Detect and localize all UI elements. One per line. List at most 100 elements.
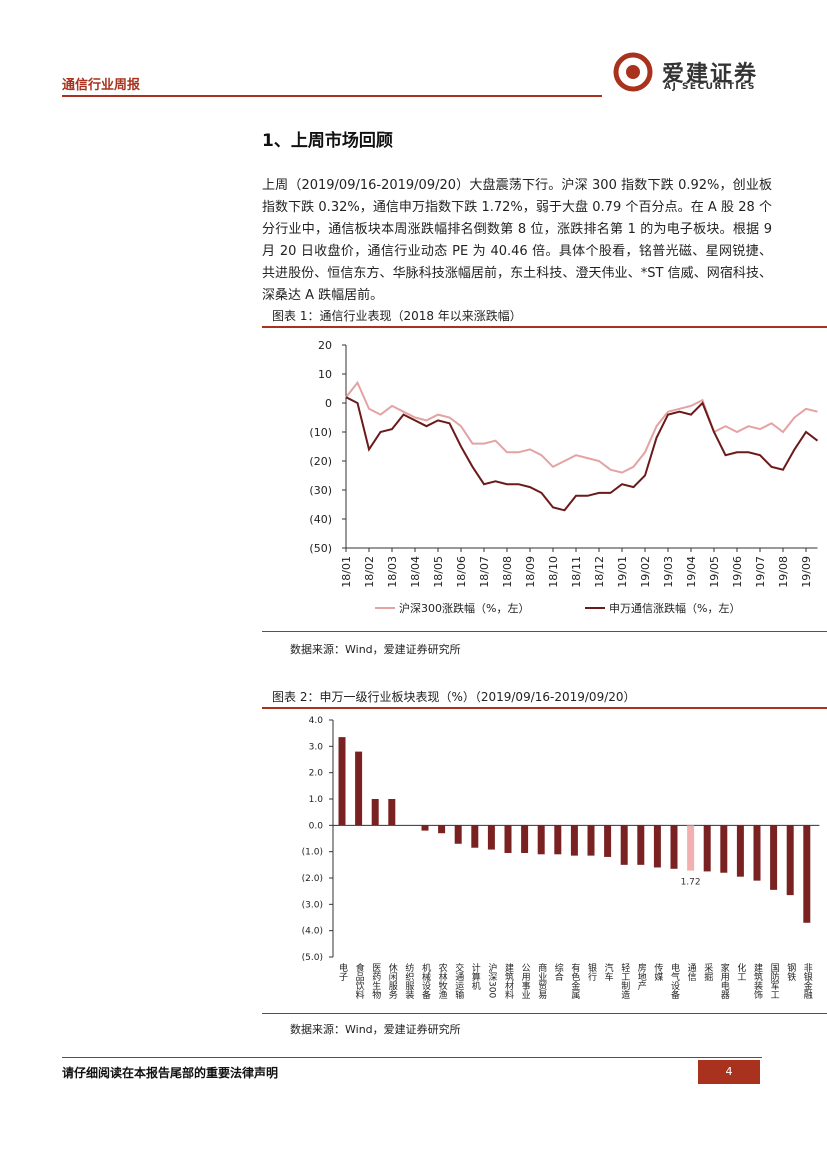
- y-tick-label: (20): [309, 455, 332, 468]
- x-tick-label: 传媒: [652, 962, 663, 982]
- x-tick-label: 19/05: [708, 556, 721, 588]
- y-tick-label: (50): [309, 542, 332, 555]
- footer-rule: [62, 1057, 762, 1058]
- x-tick-label: 19/02: [639, 556, 652, 588]
- chart-title: 图表 2：申万一级行业板块表现（%）（2019/09/16-2019/09/20…: [272, 690, 636, 704]
- x-tick-label: 18/12: [593, 556, 606, 588]
- bar: [770, 825, 778, 890]
- y-tick-label: (10): [309, 426, 332, 439]
- x-tick-label: 化工: [735, 962, 746, 981]
- x-tick-label: 有色金属: [569, 962, 580, 1000]
- chart-rule: [262, 1013, 827, 1014]
- y-tick-label: (2.0): [302, 874, 323, 884]
- y-tick-label: 1.0: [309, 795, 324, 805]
- x-tick-label: 18/03: [386, 556, 399, 588]
- chart: 4.0 3.0 2.0 1.0 0.0 (1.0) (2.0) (3.0) (4.0) (5.0)…: [302, 716, 820, 1000]
- x-tick-label: 电气设备: [669, 962, 680, 999]
- bar: [670, 825, 678, 869]
- bar: [355, 751, 363, 826]
- y-tick-label: 20: [318, 339, 332, 352]
- header-rule: [62, 95, 602, 97]
- y-tick-label: 10: [318, 368, 332, 381]
- bar: [537, 825, 545, 855]
- bar: [703, 825, 711, 872]
- x-tick-label: 国防军工: [769, 963, 780, 999]
- y-tick-label: 3.0: [309, 742, 324, 752]
- x-tick-label: 家用电器: [719, 962, 730, 999]
- caption-rule: [262, 707, 827, 709]
- x-tick-label: 18/01: [340, 556, 353, 588]
- x-tick-label: 18/09: [524, 556, 537, 588]
- bar: [803, 825, 811, 923]
- x-tick-label: 食品饮料: [354, 962, 365, 1000]
- bar: [438, 825, 446, 834]
- header-title: 通信行业周报: [62, 78, 141, 93]
- bar: [653, 825, 661, 868]
- x-tick-label: 商业贸易: [536, 962, 547, 1000]
- x-tick-label: 19/06: [731, 556, 744, 588]
- legend-label: 沪深300涨跌幅（%，左）: [399, 601, 529, 615]
- x-tick-label: 18/10: [547, 556, 560, 588]
- x-tick-label: 机械设备: [420, 962, 431, 999]
- x-tick-label: 18/06: [455, 556, 468, 588]
- bar: [687, 825, 695, 871]
- x-tick-label: 计算机: [470, 962, 481, 991]
- x-tick-label: 建筑材料: [503, 962, 514, 1000]
- line-series: [345, 380, 818, 474]
- y-tick-label: (30): [309, 484, 332, 497]
- bar: [471, 825, 479, 848]
- section-title: 1、上周市场回顾: [262, 131, 393, 151]
- x-tick-label: 18/04: [409, 556, 422, 588]
- chart-rule: [262, 631, 827, 632]
- chart-source: 数据来源：Wind，爱建证券研究所: [290, 1023, 461, 1036]
- bar: [371, 799, 379, 826]
- x-tick-label: 18/11: [570, 556, 583, 588]
- x-tick-label: 交通运输: [453, 962, 464, 1000]
- x-tick-label: 轻工制造: [619, 962, 630, 1000]
- x-tick-label: 综合: [553, 962, 564, 982]
- bar: [637, 825, 645, 865]
- chart-title: 图表 1：通信行业表现（2018 年以来涨跌幅）: [272, 309, 522, 323]
- x-tick-label: 建筑装饰: [752, 962, 763, 1000]
- bar: [421, 825, 429, 831]
- bar: [720, 825, 728, 873]
- bar: [338, 737, 346, 826]
- x-tick-label: 19/07: [754, 556, 767, 588]
- value-label: 1.72: [681, 878, 701, 888]
- x-tick-label: 银行: [586, 962, 597, 982]
- line-series: [345, 396, 819, 512]
- x-tick-label: 房地产: [636, 962, 647, 991]
- y-tick-label: (1.0): [302, 848, 323, 858]
- y-tick-label: (5.0): [302, 953, 323, 963]
- caption-rule: [262, 326, 827, 328]
- chart-source: 数据来源：Wind，爱建证券研究所: [290, 643, 461, 656]
- bar: [521, 825, 529, 853]
- x-tick-label: 19/03: [662, 556, 675, 588]
- logo-icon: [613, 52, 653, 92]
- x-tick-label: 公用事业: [520, 963, 531, 999]
- x-tick-label: 非银金融: [802, 962, 813, 1000]
- bar: [620, 825, 628, 865]
- page-number: 4: [698, 1060, 760, 1084]
- paragraph: 上周（2019/09/16-2019/09/20）大盘震荡下行。沪深 300 指…: [262, 178, 772, 303]
- x-tick-label: 采掘: [702, 963, 713, 982]
- y-tick-label: (4.0): [302, 927, 323, 937]
- y-tick-label: 0: [325, 397, 332, 410]
- x-tick-label: 沪深300: [486, 962, 497, 999]
- y-tick-label: 2.0: [309, 769, 324, 779]
- x-tick-label: 纺织服装: [403, 962, 414, 1000]
- x-tick-label: 医药生物: [370, 963, 381, 1000]
- x-tick-label: 19/08: [777, 556, 790, 588]
- x-tick-label: 19/09: [800, 556, 813, 588]
- x-tick-label: 19/04: [685, 556, 698, 588]
- bar: [786, 825, 794, 896]
- bar: [388, 799, 396, 826]
- x-tick-label: 18/02: [363, 556, 376, 588]
- y-tick-label: 0.0: [309, 821, 324, 831]
- x-tick-label: 18/07: [478, 556, 491, 588]
- x-tick-label: 18/08: [501, 556, 514, 588]
- bar: [504, 825, 512, 853]
- x-tick-label: 18/05: [432, 556, 445, 588]
- x-tick-label: 钢铁: [785, 962, 796, 982]
